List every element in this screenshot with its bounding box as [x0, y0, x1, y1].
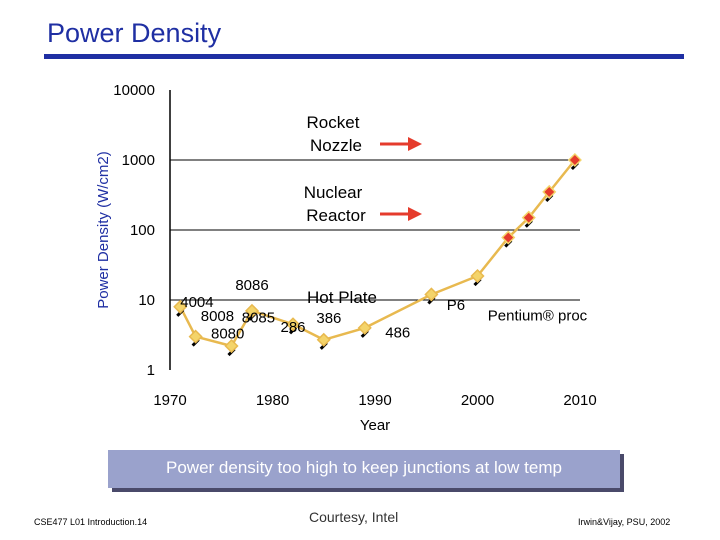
data-point-8: [470, 268, 485, 284]
y-tick-label-10000: 10000: [113, 82, 155, 99]
footer-author-label: Irwin&Vijay, PSU, 2002: [578, 517, 671, 527]
title-rule: [44, 54, 684, 59]
data-point-4: [285, 317, 301, 332]
processor-label-8085: 8085: [242, 309, 275, 326]
y-axis-label: Power Density (W/cm2): [95, 151, 112, 309]
reference-labels: Hot Plate Nuclear Reactor Rocket Nozzle: [304, 113, 422, 307]
data-point-5: [316, 332, 331, 347]
banner-text: Power density too high to keep junctions…: [166, 458, 562, 477]
courtesy-credit: Courtesy, Intel: [309, 509, 399, 525]
arrow-nuclear-reactor-head: [408, 207, 422, 221]
y-tick-label-10: 10: [138, 292, 155, 309]
data-point-6: [357, 320, 372, 335]
processor-label-p6: P6: [447, 297, 465, 314]
x-tick-label-1970: 1970: [153, 392, 186, 409]
x-tick-label-1990: 1990: [358, 392, 391, 409]
y-tick-label-100: 100: [130, 222, 155, 239]
gridlines: [170, 159, 580, 301]
processor-label-8080: 8080: [211, 326, 244, 343]
x-tick-label-1980: 1980: [256, 392, 289, 409]
reference-label-nuclear-reactor-line1: Nuclear: [304, 183, 363, 202]
data-point-2: [224, 338, 239, 354]
x-axis-label: Year: [360, 417, 390, 434]
reference-label-rocket-nozzle-line2: Nozzle: [310, 136, 362, 155]
reference-label-hot-plate: Hot Plate: [307, 288, 377, 307]
data-point-0: [173, 299, 188, 314]
data-point-3: [244, 303, 260, 318]
slide-title: Power Density: [47, 18, 222, 48]
reference-label-nuclear-reactor-line2: Reactor: [306, 206, 366, 225]
data-series: [173, 152, 582, 357]
processor-label-pentium-proc: Pentium® proc: [488, 307, 588, 324]
x-ticks: 1970 1980 1990 2000 2010: [153, 392, 596, 409]
reference-label-rocket-nozzle-line1: Rocket: [307, 113, 360, 132]
processor-label-486: 486: [385, 325, 410, 342]
processor-label-286: 286: [280, 319, 305, 336]
footer-course-label: CSE477 L01 Introduction.14: [34, 517, 148, 527]
data-point-9: [501, 230, 516, 245]
processor-label-8008: 8008: [201, 308, 234, 325]
data-point-12: [567, 152, 582, 168]
processor-label-4004: 4004: [180, 294, 213, 311]
data-point-11: [542, 184, 557, 199]
arrow-rocket-nozzle-head: [408, 137, 422, 151]
y-tick-label-1000: 1000: [122, 152, 155, 169]
data-point-7: [424, 287, 439, 302]
processor-label-8086: 8086: [235, 277, 268, 294]
x-tick-label-2000: 2000: [461, 392, 494, 409]
processor-label-386: 386: [316, 310, 341, 327]
conclusion-banner: Power density too high to keep junctions…: [108, 450, 620, 488]
y-tick-label-1: 1: [147, 362, 155, 379]
y-ticks: 1 10 100 1000 10000: [113, 82, 155, 379]
data-point-10: [521, 210, 536, 225]
x-tick-label-2010: 2010: [563, 392, 596, 409]
data-point-1: [188, 329, 203, 344]
